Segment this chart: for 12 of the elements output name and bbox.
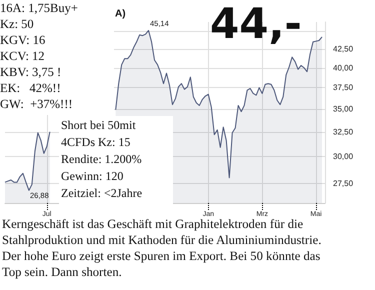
y-tick-label: 40,00 <box>333 63 354 72</box>
y-tick-label: 35,00 <box>333 104 354 114</box>
y-tick-label: 30,00 <box>333 152 354 161</box>
y-tick-label: 32,50 <box>333 127 354 136</box>
annotation: 44,- <box>210 0 302 48</box>
annotation: 16A: 1,75Buy+ Kz: 50 KGV: 16 KCV: 12 KBV: 3,75 ! EK: 42%!! GW: +37%!!! <box>0 0 114 115</box>
y-tick-label: 27,50 <box>333 178 354 188</box>
y-tick-label: 42,50 <box>333 44 354 54</box>
text: Kerngeschäft ist das Geschäft mit Graphitelektroden für die Stahlproduktion und mit Kathoden für die Aluminiumindustrie. Der hohe Euro zeigt erste Spuren im Export. Bei 50 könnte das Top sein. Dann shorten. <box>2 217 322 279</box>
chart-title: A) <box>115 8 126 20</box>
annotation: Short bei 50mit 4CFDs Kz: 15 Rendite: 1.200% Gewinn: 120 Zeitziel: <2Jahre <box>59 116 173 204</box>
y-tick-label: 37,50 <box>333 83 354 92</box>
